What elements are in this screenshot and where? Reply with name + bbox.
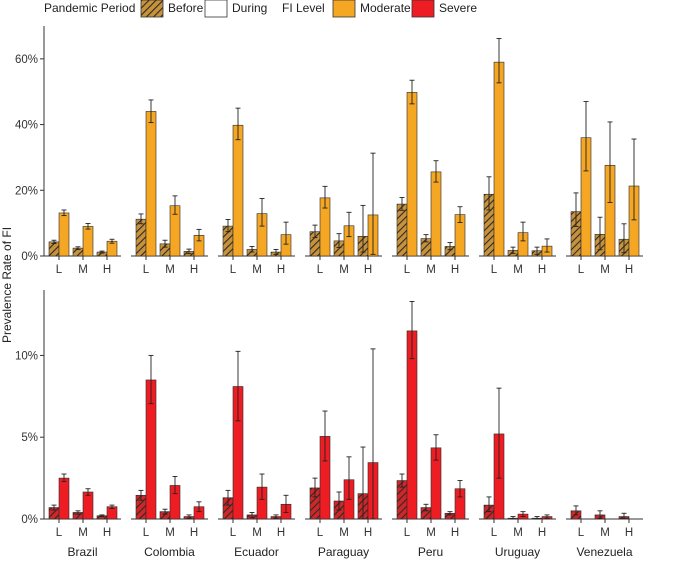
legend-during-label: During (232, 1, 267, 15)
severe-x-tick-label: L (143, 527, 150, 539)
legend-before-label: Before (168, 1, 204, 15)
severe-x-tick-label: H (451, 527, 459, 539)
moderate-x-tick-label: L (143, 264, 150, 276)
moderate-y-tick-label: 60% (15, 54, 38, 66)
moderate-x-tick-label: H (277, 264, 285, 276)
severe-facet-label: Paraguay (318, 545, 369, 559)
severe-x-tick-label: M (600, 527, 610, 539)
severe-facet-label: Colombia (144, 545, 195, 559)
moderate-x-tick-label: L (404, 264, 411, 276)
severe-bar-during-brazil-L (58, 477, 70, 520)
moderate-x-tick-label: H (364, 264, 372, 276)
severe-bar-during-brazil-M (82, 491, 94, 520)
moderate-x-tick-label: M (513, 264, 523, 276)
legend-during-swatch (204, 0, 228, 18)
moderate-x-tick-label: H (625, 264, 633, 276)
moderate-bar-before-brazil-L (48, 241, 60, 257)
severe-x-tick-label: H (277, 527, 285, 539)
moderate-bar-during-brazil-M (82, 226, 94, 257)
severe-facet-colombia: L M H Colombia (131, 354, 208, 559)
moderate-x-tick-label: M (165, 264, 175, 276)
moderate-panel: 0% 20% 40% 60% L M H L M H L M H L M H L M H L M H L M H (15, 26, 643, 276)
severe-x-tick-label: M (339, 527, 349, 539)
severe-x-tick-label: H (364, 527, 372, 539)
severe-facet-ecuador: L M H Ecuador (218, 350, 295, 559)
severe-facet-paraguay: L M H Paraguay (305, 348, 382, 559)
severe-facet-uruguay: L M H Uruguay (479, 387, 556, 559)
severe-facet-label: Uruguay (495, 545, 540, 559)
moderate-x-tick-label: H (103, 264, 111, 276)
severe-x-tick-label: L (56, 527, 63, 539)
moderate-x-tick-label: H (190, 264, 198, 276)
moderate-x-tick-label: L (56, 264, 63, 276)
moderate-bar-during-brazil-L (58, 212, 70, 257)
moderate-y-tick-label: 40% (15, 120, 38, 132)
severe-facet-label: Peru (418, 545, 443, 559)
severe-x-tick-label: H (538, 527, 546, 539)
severe-x-tick-label: L (491, 527, 498, 539)
moderate-x-tick-label: M (600, 264, 610, 276)
severe-x-tick-label: M (513, 527, 523, 539)
legend-severe-label: Severe (439, 1, 477, 15)
legend-severe-swatch (411, 0, 435, 18)
moderate-bar-during-ecuador-L (232, 124, 244, 257)
severe-x-tick-label: L (230, 527, 237, 539)
severe-x-tick-label: M (252, 527, 262, 539)
moderate-y-tick-label: 20% (15, 185, 38, 197)
moderate-bar-before-colombia-L (135, 218, 147, 257)
severe-facet-peru: L M H Peru (392, 301, 469, 559)
moderate-facet-brazil: 0% 20% 40% 60% L M H (15, 26, 121, 276)
severe-x-tick-label: M (426, 527, 436, 539)
legend-moderate-swatch (332, 0, 356, 18)
y-axis-label: Prevalence Rate of FI (0, 227, 14, 343)
severe-y-tick-label: 10% (15, 350, 38, 362)
severe-x-tick-label: H (190, 527, 198, 539)
severe-facet-label: Brazil (67, 545, 97, 559)
severe-x-tick-label: L (404, 527, 411, 539)
legend-level-title: FI Level (282, 1, 325, 15)
severe-facet-label: Ecuador (234, 545, 279, 559)
severe-y-tick-label: 5% (21, 432, 38, 444)
legend: Pandemic Period Before During FI Level M… (44, 0, 477, 18)
legend-moderate-label: Moderate (360, 1, 411, 15)
moderate-x-tick-label: L (491, 264, 498, 276)
moderate-x-tick-label: H (538, 264, 546, 276)
moderate-bar-before-peru-L (396, 203, 408, 257)
moderate-x-tick-label: M (426, 264, 436, 276)
severe-x-tick-label: M (78, 527, 88, 539)
moderate-bar-during-peru-M (430, 171, 442, 257)
moderate-x-tick-label: M (339, 264, 349, 276)
legend-period-title: Pandemic Period (44, 1, 135, 15)
severe-panel: 0% 5% 10% L M H Brazil L M H Colombia L M H Ecuador L M H… (15, 290, 643, 559)
moderate-x-tick-label: H (451, 264, 459, 276)
legend-before-swatch (140, 0, 164, 18)
moderate-y-tick-label: 0% (21, 251, 38, 263)
moderate-x-tick-label: L (230, 264, 237, 276)
moderate-bar-during-uruguay-L (493, 61, 505, 257)
severe-y-tick-label: 0% (21, 514, 38, 526)
severe-x-tick-label: L (317, 527, 324, 539)
severe-facet-venezuela: L M H Venezuela (566, 505, 643, 559)
moderate-bar-during-colombia-L (145, 111, 157, 257)
severe-x-tick-label: M (165, 527, 175, 539)
moderate-x-tick-label: M (252, 264, 262, 276)
severe-x-tick-label: H (103, 527, 111, 539)
severe-facet-brazil: 0% 5% 10% L M H Brazil (15, 290, 121, 559)
moderate-x-tick-label: L (578, 264, 585, 276)
moderate-bar-during-peru-L (406, 92, 418, 257)
severe-x-tick-label: L (578, 527, 585, 539)
moderate-x-tick-label: M (78, 264, 88, 276)
moderate-x-tick-label: L (317, 264, 324, 276)
severe-facet-label: Venezuela (576, 545, 632, 559)
severe-x-tick-label: H (625, 527, 633, 539)
